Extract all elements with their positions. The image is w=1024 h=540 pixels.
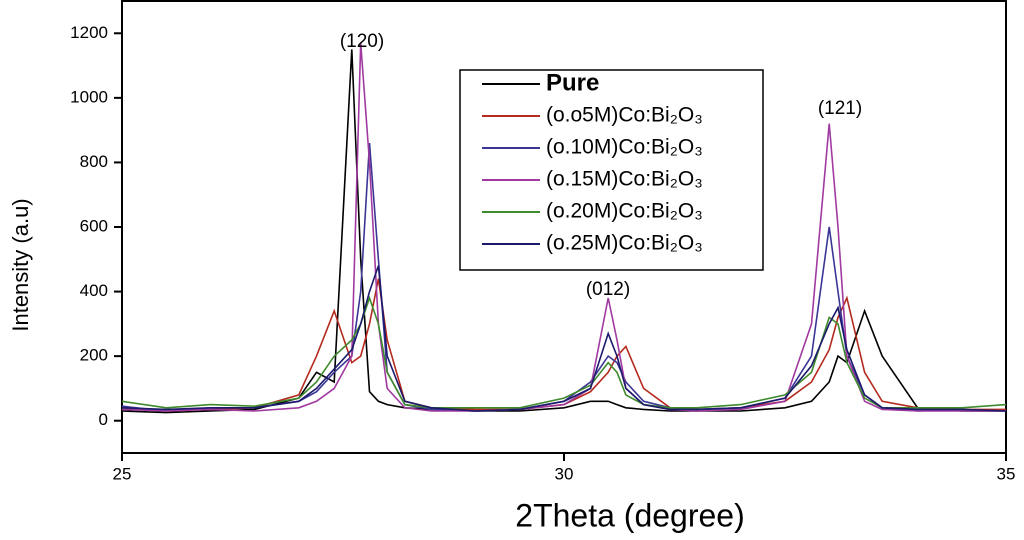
y-tick-label: 1200 bbox=[70, 23, 108, 42]
y-tick-label: 1000 bbox=[70, 87, 108, 106]
y-tick-label: 600 bbox=[80, 216, 108, 235]
peak-annotation: (120) bbox=[340, 31, 384, 52]
series-line bbox=[121, 295, 1007, 409]
y-tick-label: 800 bbox=[80, 152, 108, 171]
x-tick-label: 30 bbox=[555, 464, 574, 483]
peak-annotation: (121) bbox=[818, 98, 862, 119]
x-axis-label: 2Theta (degree) bbox=[515, 497, 744, 533]
series-line bbox=[121, 265, 1007, 412]
legend-label: (o.20M)Co:Bi₂O₃ bbox=[546, 200, 703, 223]
y-tick-label: 200 bbox=[80, 346, 108, 365]
y-tick-label: 400 bbox=[80, 281, 108, 300]
legend-label: (o.15M)Co:Bi₂O₃ bbox=[546, 168, 703, 191]
legend-label: (o.10M)Co:Bi₂O₃ bbox=[546, 136, 703, 159]
x-tick-label: 25 bbox=[113, 464, 132, 483]
y-axis-label: Intensity (a.u) bbox=[8, 198, 33, 331]
legend-label: Pure bbox=[546, 69, 599, 96]
series-line bbox=[121, 278, 1006, 412]
y-tick-label: 0 bbox=[99, 410, 108, 429]
series-line bbox=[121, 143, 1007, 412]
legend-label: (o.o5M)Co:Bi₂O₃ bbox=[546, 104, 703, 127]
legend-box bbox=[459, 69, 764, 271]
legend-label: (o.25M)Co:Bi₂O₃ bbox=[546, 232, 703, 255]
x-tick-label: 35 bbox=[997, 464, 1016, 483]
peak-annotation: (012) bbox=[586, 279, 630, 300]
